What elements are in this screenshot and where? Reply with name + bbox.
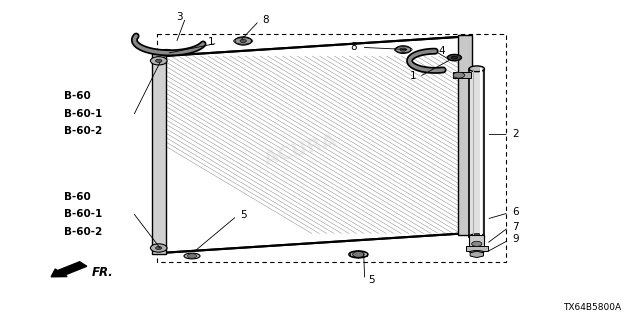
Text: 6: 6 <box>512 207 518 217</box>
Polygon shape <box>470 251 483 258</box>
Circle shape <box>453 72 465 78</box>
Text: 2: 2 <box>512 129 518 139</box>
Text: 4: 4 <box>438 45 445 56</box>
Circle shape <box>400 48 406 51</box>
Ellipse shape <box>470 251 484 254</box>
Polygon shape <box>163 37 461 253</box>
Circle shape <box>235 37 252 45</box>
FancyArrow shape <box>51 262 87 277</box>
Text: 5: 5 <box>368 275 374 285</box>
Text: B-60-1: B-60-1 <box>64 108 102 119</box>
Bar <box>469 69 484 237</box>
Circle shape <box>472 241 482 246</box>
Ellipse shape <box>159 50 173 56</box>
Text: TX64B5800A: TX64B5800A <box>563 303 621 312</box>
Circle shape <box>396 46 411 53</box>
Ellipse shape <box>447 54 461 61</box>
Ellipse shape <box>469 234 484 240</box>
Ellipse shape <box>349 251 368 258</box>
Bar <box>466 246 488 251</box>
Text: 5: 5 <box>240 210 246 220</box>
Bar <box>152 54 166 254</box>
Circle shape <box>156 246 162 250</box>
Text: 8: 8 <box>262 15 269 25</box>
Circle shape <box>156 59 162 62</box>
Bar <box>157 34 506 262</box>
Circle shape <box>150 57 167 65</box>
Text: B-60-2: B-60-2 <box>64 126 102 136</box>
Text: 8: 8 <box>351 42 357 52</box>
Circle shape <box>150 244 167 252</box>
Text: B-60-2: B-60-2 <box>64 227 102 237</box>
Circle shape <box>188 254 196 258</box>
Text: 7: 7 <box>512 221 518 232</box>
Ellipse shape <box>163 52 170 54</box>
Bar <box>469 235 484 248</box>
Text: 3: 3 <box>176 12 182 22</box>
Text: B-60: B-60 <box>64 91 91 101</box>
Ellipse shape <box>469 66 484 72</box>
Text: ACURA: ACURA <box>262 132 340 169</box>
Text: B-60: B-60 <box>64 192 91 202</box>
Ellipse shape <box>451 56 458 59</box>
Text: 1: 1 <box>208 37 214 47</box>
Text: 9: 9 <box>512 234 518 244</box>
Text: 1: 1 <box>410 71 416 81</box>
Bar <box>458 35 472 235</box>
Circle shape <box>353 252 364 257</box>
Circle shape <box>240 39 246 43</box>
Text: FR.: FR. <box>92 266 113 278</box>
Ellipse shape <box>184 253 200 259</box>
Bar <box>453 72 471 78</box>
Text: B-60-1: B-60-1 <box>64 209 102 220</box>
